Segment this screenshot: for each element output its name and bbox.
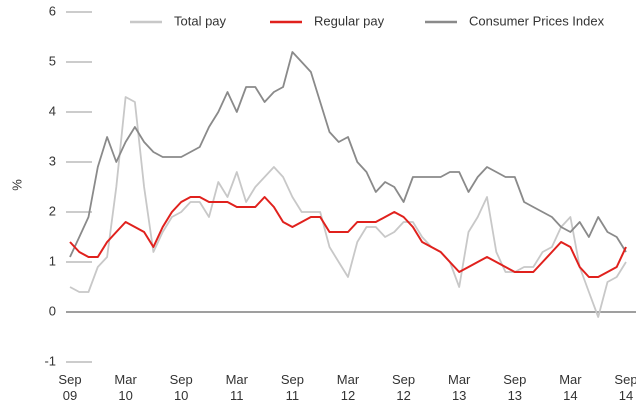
series-line <box>69 196 627 278</box>
x-tick-label: Sep 13 <box>503 372 527 403</box>
x-tick-label: Sep 10 <box>169 372 193 403</box>
y-tick-label: 3 <box>49 153 56 168</box>
y-tick-label: 0 <box>49 303 56 318</box>
y-tick-label: 4 <box>49 103 56 118</box>
x-tick-label: Sep 12 <box>392 372 416 403</box>
x-tick-label: Mar 11 <box>225 372 248 403</box>
x-tick-label: Mar 12 <box>336 372 360 403</box>
y-tick-label: 5 <box>49 53 56 68</box>
legend-label: Total pay <box>174 13 227 28</box>
x-tick-label: Mar 13 <box>447 372 471 403</box>
y-tick-label: 1 <box>49 253 56 268</box>
y-axis-label: % <box>9 179 24 191</box>
series-line <box>69 96 627 318</box>
x-tick-label: Sep 11 <box>280 372 304 403</box>
legend-label: Regular pay <box>314 13 385 28</box>
series-line <box>69 51 627 258</box>
y-tick-label: 6 <box>49 3 56 18</box>
x-tick-label: Sep 09 <box>58 372 82 403</box>
y-tick-label: -1 <box>44 353 56 368</box>
x-tick-label: Mar 14 <box>559 372 582 403</box>
x-tick-label: Sep 14 <box>614 372 636 403</box>
legend-label: Consumer Prices Index <box>469 13 605 28</box>
x-tick-label: Mar 10 <box>114 372 137 403</box>
y-tick-label: 2 <box>49 203 56 218</box>
